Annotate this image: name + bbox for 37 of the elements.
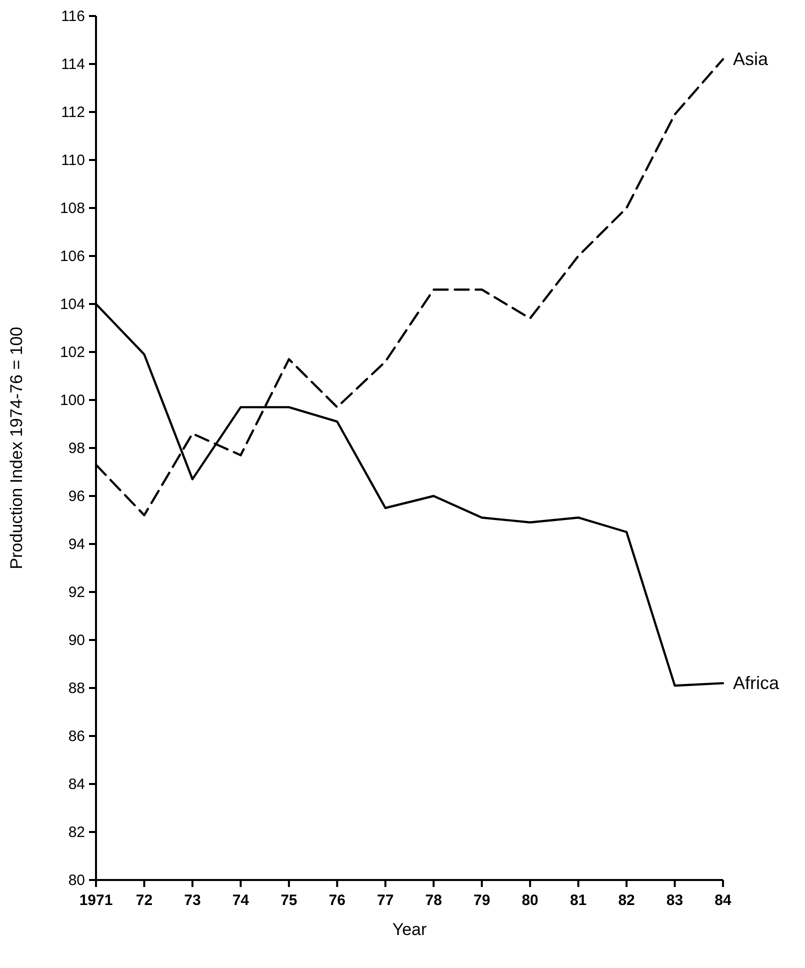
x-tick-label: 80 — [522, 892, 538, 909]
x-tick-label: 77 — [377, 892, 394, 909]
x-tick-label: 72 — [136, 892, 153, 909]
x-axis-title: Year — [392, 920, 428, 939]
series-label: Asia — [733, 49, 770, 70]
y-tick-label: 100 — [60, 392, 85, 409]
y-tick-label: 84 — [68, 776, 85, 793]
y-tick-label: 110 — [61, 152, 85, 169]
y-tick-label: 88 — [68, 680, 85, 697]
y-tick-label: 90 — [68, 632, 85, 649]
y-tick-label: 114 — [61, 56, 85, 73]
y-tick-label: 86 — [68, 728, 85, 745]
y-tick-label: 96 — [68, 488, 85, 505]
y-tick-label: 82 — [68, 824, 85, 841]
y-tick-label: 112 — [61, 104, 85, 121]
x-tick-label: 82 — [618, 892, 635, 909]
y-tick-label: 80 — [68, 872, 85, 889]
y-tick-label: 116 — [61, 8, 85, 25]
y-tick-label: 102 — [60, 344, 85, 361]
x-tick-label: 73 — [184, 892, 201, 909]
x-tick-label: 79 — [474, 892, 490, 909]
y-axis-title: Production Index 1974-76 = 100 — [7, 326, 26, 570]
y-tick-label: 106 — [60, 248, 85, 265]
x-tick-label: 76 — [328, 892, 346, 909]
series-label: Africa — [733, 673, 780, 694]
y-tick-label: 104 — [60, 296, 85, 313]
x-tick-label: 81 — [570, 892, 587, 909]
y-tick-label: 108 — [60, 200, 85, 217]
y-tick-label: 94 — [68, 536, 85, 553]
x-tick-label: 84 — [714, 892, 732, 909]
y-tick-label: 92 — [68, 584, 85, 601]
x-tick-label: 75 — [280, 892, 298, 909]
x-tick-label: 83 — [666, 892, 684, 909]
x-tick-label: 78 — [425, 892, 442, 909]
x-tick-label: 1971 — [79, 892, 113, 909]
x-tick-label: 74 — [232, 892, 250, 909]
y-tick-label: 98 — [68, 440, 85, 457]
